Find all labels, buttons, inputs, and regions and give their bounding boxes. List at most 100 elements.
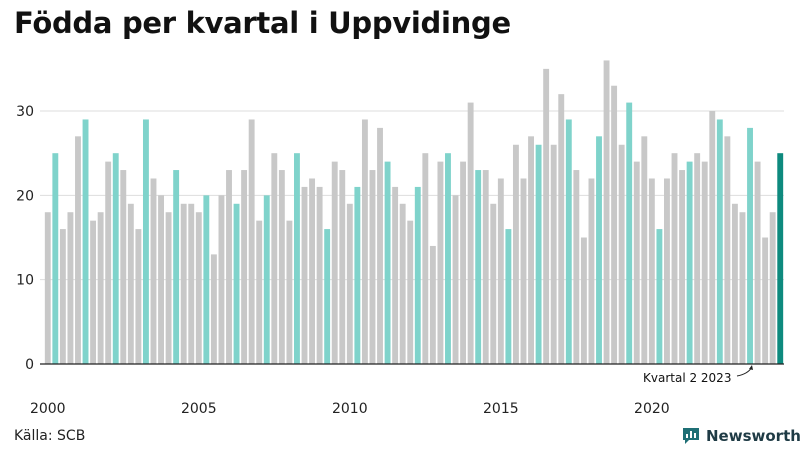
bar [142, 119, 149, 365]
bar [248, 119, 255, 365]
annotation-label: Kvartal 2 2023 [643, 371, 731, 385]
bar [701, 161, 708, 364]
bar [278, 170, 285, 364]
bar [271, 153, 278, 364]
bar [641, 136, 648, 364]
bar [709, 111, 716, 364]
bar [596, 136, 602, 364]
bar [399, 203, 406, 364]
x-axis-ticks: 2000 2005 2010 2015 2020 [30, 401, 670, 417]
bar [565, 119, 572, 365]
bar [407, 220, 414, 364]
bar [664, 178, 670, 364]
bar [656, 229, 663, 364]
bar [180, 203, 187, 364]
x-tick-label: 2020 [634, 401, 670, 417]
bar [97, 212, 104, 364]
source-label: Källa: SCB [14, 428, 86, 444]
bar [316, 186, 323, 364]
bar [44, 212, 51, 364]
y-tick-label: 0 [25, 357, 34, 373]
bar [233, 203, 240, 364]
bar [112, 153, 119, 364]
bar [535, 144, 542, 364]
x-tick-label: 2010 [332, 401, 368, 417]
y-tick-label: 20 [16, 188, 34, 204]
bar [648, 178, 655, 364]
bar [369, 170, 376, 364]
bar [294, 153, 300, 364]
bar [309, 178, 316, 364]
bar [490, 203, 497, 364]
bar [671, 153, 678, 364]
bar [422, 153, 429, 364]
x-tick-label: 2000 [30, 401, 66, 417]
bar [324, 229, 331, 364]
newsworthy-logo-icon [683, 428, 699, 444]
brand-name: Newsworthy [706, 427, 800, 445]
bar [505, 229, 512, 364]
bar [346, 203, 353, 364]
bar [59, 229, 66, 364]
bar [173, 170, 180, 364]
bar [75, 136, 81, 364]
bar [414, 186, 421, 364]
bar [512, 144, 519, 364]
bar [550, 144, 557, 364]
bar [256, 220, 263, 364]
bar [120, 170, 127, 364]
bar [686, 161, 693, 364]
brand: Newsworthy [681, 426, 800, 446]
bar [543, 68, 550, 365]
page-title: Födda per kvartal i Uppvidinge [14, 6, 511, 40]
bar [188, 203, 195, 364]
bar [573, 170, 580, 364]
bar [475, 170, 482, 364]
bar [679, 170, 686, 364]
bar [210, 254, 217, 364]
bar [747, 127, 753, 364]
bar [460, 161, 467, 364]
bar [437, 161, 444, 364]
bar [218, 195, 225, 364]
bar [263, 195, 270, 364]
bar [754, 161, 761, 364]
bar [392, 186, 399, 364]
bar [731, 203, 738, 364]
bar [467, 102, 474, 364]
bar [354, 186, 361, 364]
bar [724, 136, 731, 364]
bar [377, 127, 383, 364]
bar [361, 119, 368, 365]
bar [203, 195, 210, 364]
bar [286, 220, 293, 364]
bar [301, 186, 308, 364]
bar [716, 119, 723, 365]
annotation-arrowhead [749, 365, 753, 370]
bar [82, 119, 89, 365]
bar [150, 178, 157, 364]
bar [588, 178, 595, 364]
bar [429, 245, 436, 364]
bar [762, 237, 769, 364]
bar [90, 220, 97, 364]
latest-annotation: Kvartal 2 2023 [643, 365, 753, 385]
bar [611, 85, 618, 364]
bar [339, 170, 346, 364]
bar [769, 212, 776, 364]
bar [497, 178, 504, 364]
bar [241, 170, 248, 364]
bar [633, 161, 640, 364]
x-tick-label: 2005 [181, 401, 217, 417]
bar [158, 195, 164, 364]
bar [520, 178, 527, 364]
bar [67, 212, 74, 364]
x-tick-label: 2015 [483, 401, 519, 417]
bar [52, 153, 59, 364]
bar [105, 161, 112, 364]
y-tick-label: 10 [16, 273, 34, 289]
bar [135, 229, 142, 364]
bar [127, 203, 134, 364]
bar [226, 170, 232, 364]
